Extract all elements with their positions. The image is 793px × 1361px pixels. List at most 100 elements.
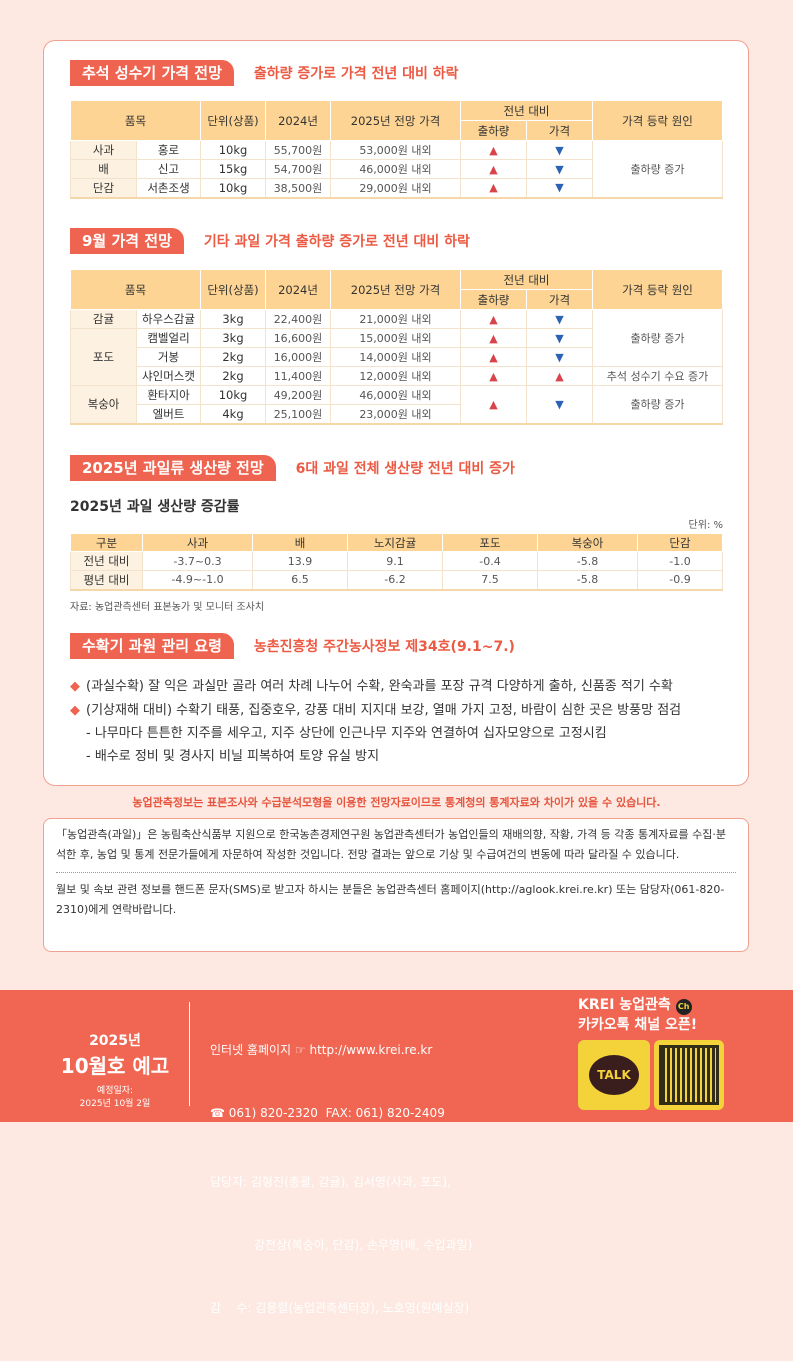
variety: 홍로 [136, 140, 201, 160]
qr-code[interactable] [654, 1040, 724, 1110]
section-subtitle: 출하량 증가로 가격 전년 대비 하락 [253, 66, 459, 82]
unit: 3kg [200, 328, 266, 348]
tip-subitem: - 배수로 정비 및 경사지 비닐 피복하여 토양 유실 방지 [86, 749, 380, 764]
homepage-link[interactable]: 인터넷 홈페이지 ☞ http://www.krei.re.kr [210, 1043, 433, 1057]
unit: 10kg [200, 140, 266, 160]
up-arrow-icon: ▲ [460, 366, 527, 386]
fruit: 배 [70, 159, 137, 179]
tip-text: (과실수확) 잘 익은 과실만 골라 여러 차례 나누어 수확, 완숙과를 포장… [86, 679, 673, 694]
divider [189, 1002, 190, 1106]
price-2025: 46,000원 내외 [330, 159, 461, 179]
table-row: 배 신고 15kg 54,700원 46,000원 내외 ▲ ▼ [70, 159, 723, 179]
cause: 추석 성수기 수요 증가 [592, 366, 723, 386]
th-ship: 출하량 [460, 289, 527, 310]
price-2024: 55,700원 [265, 140, 331, 160]
qr-code-icon [659, 1045, 719, 1105]
chuseok-price-table: 품목 단위(상품) 2024년 2025년 전망 가격 전년 대비 가격 등락 원인 출하… [70, 100, 723, 199]
phone-fax: ☎ 061) 820-2320 FAX: 061) 820-2409 [210, 1106, 445, 1120]
schedule-label: 예정일자: [96, 1086, 134, 1096]
th-2025: 2025년 전망 가격 [330, 100, 461, 141]
price-2024: 38,500원 [265, 178, 331, 198]
section-header-chuseok: 추석 성수기 가격 전망 출하량 증가로 가격 전년 대비 하락 [70, 60, 459, 86]
row-label: 전년 대비 [70, 551, 143, 571]
row-label: 평년 대비 [70, 570, 143, 590]
fruit: 사과 [70, 140, 137, 160]
variety: 하우스감귤 [136, 309, 201, 329]
price-2025: 21,000원 내외 [330, 309, 461, 329]
divider [56, 872, 736, 873]
price-2025: 12,000원 내외 [330, 366, 461, 386]
price-2025: 23,000원 내외 [330, 404, 461, 424]
diamond-bullet-icon: ◆ [70, 679, 80, 694]
price-2025: 15,000원 내외 [330, 328, 461, 348]
tip-item: ◆ (기상재해 대비) 수확기 태풍, 집중호우, 강풍 대비 지지대 보강, 열… [70, 699, 681, 718]
section-subtitle: 기타 과일 가격 출하량 증가로 전년 대비 하락 [203, 234, 470, 250]
table-row: 샤인머스캣 2kg 11,400원 12,000원 내외 ▲ ▲ 추석 성수기 수요 증가 [71, 366, 723, 386]
variety: 캠벨얼리 [136, 328, 201, 348]
value-cell: -0.4 [442, 551, 538, 571]
value-cell: 9.1 [347, 551, 443, 571]
fruit: 감귤 [70, 309, 137, 329]
section-subtitle: 6대 과일 전체 생산량 전년 대비 증가 [295, 461, 515, 477]
th-cause: 가격 등락 원인 [592, 100, 723, 141]
unit-label: 단위: % [688, 520, 723, 531]
kakao-subtitle: 카카오톡 채널 오픈! [578, 1017, 698, 1033]
footer: 2025년 10월호 예고 예정일자: 2025년 10월 2일 인터넷 홈페이… [0, 990, 793, 1315]
talk-bubble-icon: TALK [589, 1055, 639, 1095]
price-2025: 53,000원 내외 [330, 140, 461, 160]
contact-info: 인터넷 홈페이지 ☞ http://www.krei.re.kr ☎ 061) … [210, 998, 472, 1361]
value-cell: 7.5 [442, 570, 538, 590]
price-2025: 46,000원 내외 [330, 385, 461, 405]
tip-text: (기상재해 대비) 수확기 태풍, 집중호우, 강풍 대비 지지대 보강, 열매… [86, 703, 682, 718]
down-arrow-icon: ▼ [526, 140, 593, 160]
table-row: 평년 대비 -4.9~-1.0 6.5 -6.2 7.5 -5.8 -0.9 [70, 570, 723, 590]
price-2024: 54,700원 [265, 159, 331, 179]
price-2024: 16,600원 [265, 328, 331, 348]
up-arrow-icon: ▲ [460, 140, 527, 160]
channel-icon: Ch [675, 999, 692, 1015]
th-unit: 단위(상품) [200, 269, 266, 310]
value-cell: -5.8 [537, 551, 638, 571]
price-2025: 14,000원 내외 [330, 347, 461, 367]
down-arrow-icon: ▼ [526, 178, 593, 198]
fruit: 복숭아 [70, 385, 137, 424]
kakao-talk-logo[interactable]: TALK [578, 1040, 650, 1110]
th-price: 가격 [526, 120, 593, 141]
price-2024: 49,200원 [265, 385, 331, 405]
th-ship: 출하량 [460, 120, 527, 141]
column-header: 배 [252, 533, 348, 552]
th-cause: 가격 등락 원인 [592, 269, 723, 310]
unit: 10kg [200, 178, 266, 198]
next-issue: 2025년 10월호 예고 예정일자: 2025년 10월 2일 [40, 1030, 190, 1109]
value-cell: 6.5 [252, 570, 348, 590]
column-header: 노지감귤 [347, 533, 443, 552]
table-row: 감귤 하우스감귤 3kg 22,400원 21,000원 내외 ▲ ▼ 출하량 증가 [70, 309, 723, 367]
table-row: 복숭아 환타지아 10kg 49,200원 46,000원 내외 ▲ ▼ 출하량 증가 [70, 385, 723, 424]
section-tag: 2025년 과일류 생산량 전망 [70, 455, 276, 481]
up-arrow-icon: ▲ [460, 309, 527, 329]
section-tag: 9월 가격 전망 [70, 228, 184, 254]
up-arrow-icon: ▲ [460, 328, 527, 348]
table-row: 단감 서촌조생 10kg 38,500원 29,000원 내외 ▲ ▼ [70, 178, 723, 198]
variety: 엘버트 [136, 404, 201, 424]
value-cell: -5.8 [537, 570, 638, 590]
september-price-table: 품목 단위(상품) 2024년 2025년 전망 가격 전년 대비 가격 등락 원인 출하… [70, 269, 723, 425]
variety: 거봉 [136, 347, 201, 367]
variety: 서촌조생 [136, 178, 201, 198]
diamond-bullet-icon: ◆ [70, 703, 80, 718]
unit: 15kg [200, 159, 266, 179]
unit: 2kg [200, 347, 266, 367]
table-row: 엘버트 4kg 25,100원 23,000원 내외 [71, 404, 723, 424]
up-arrow-icon: ▲ [460, 385, 527, 424]
tip-subitem: - 나무마다 튼튼한 지주를 세우고, 지주 상단에 인근나무 지주와 연결하여… [86, 726, 607, 741]
th-item: 품목 [70, 269, 201, 310]
th-2024: 2024년 [265, 269, 331, 310]
unit: 10kg [200, 385, 266, 405]
kakao-promo: KREI 농업관측 Ch 카카오톡 채널 오픈! [578, 995, 697, 1035]
info-paragraph: 「농업관측(과일)」은 농림축산식품부 지원으로 한국농촌경제연구원 농업관측센… [56, 828, 726, 861]
source-note: 자료: 농업관측센터 표본농가 및 모니터 조사치 [70, 602, 265, 613]
th-yoy: 전년 대비 [460, 100, 593, 121]
up-arrow-icon: ▲ [460, 178, 527, 198]
column-header: 포도 [442, 533, 538, 552]
table-row: 사과 홍로 10kg 55,700원 53,000원 내외 ▲ ▼ 출하량 증가 [70, 140, 723, 198]
